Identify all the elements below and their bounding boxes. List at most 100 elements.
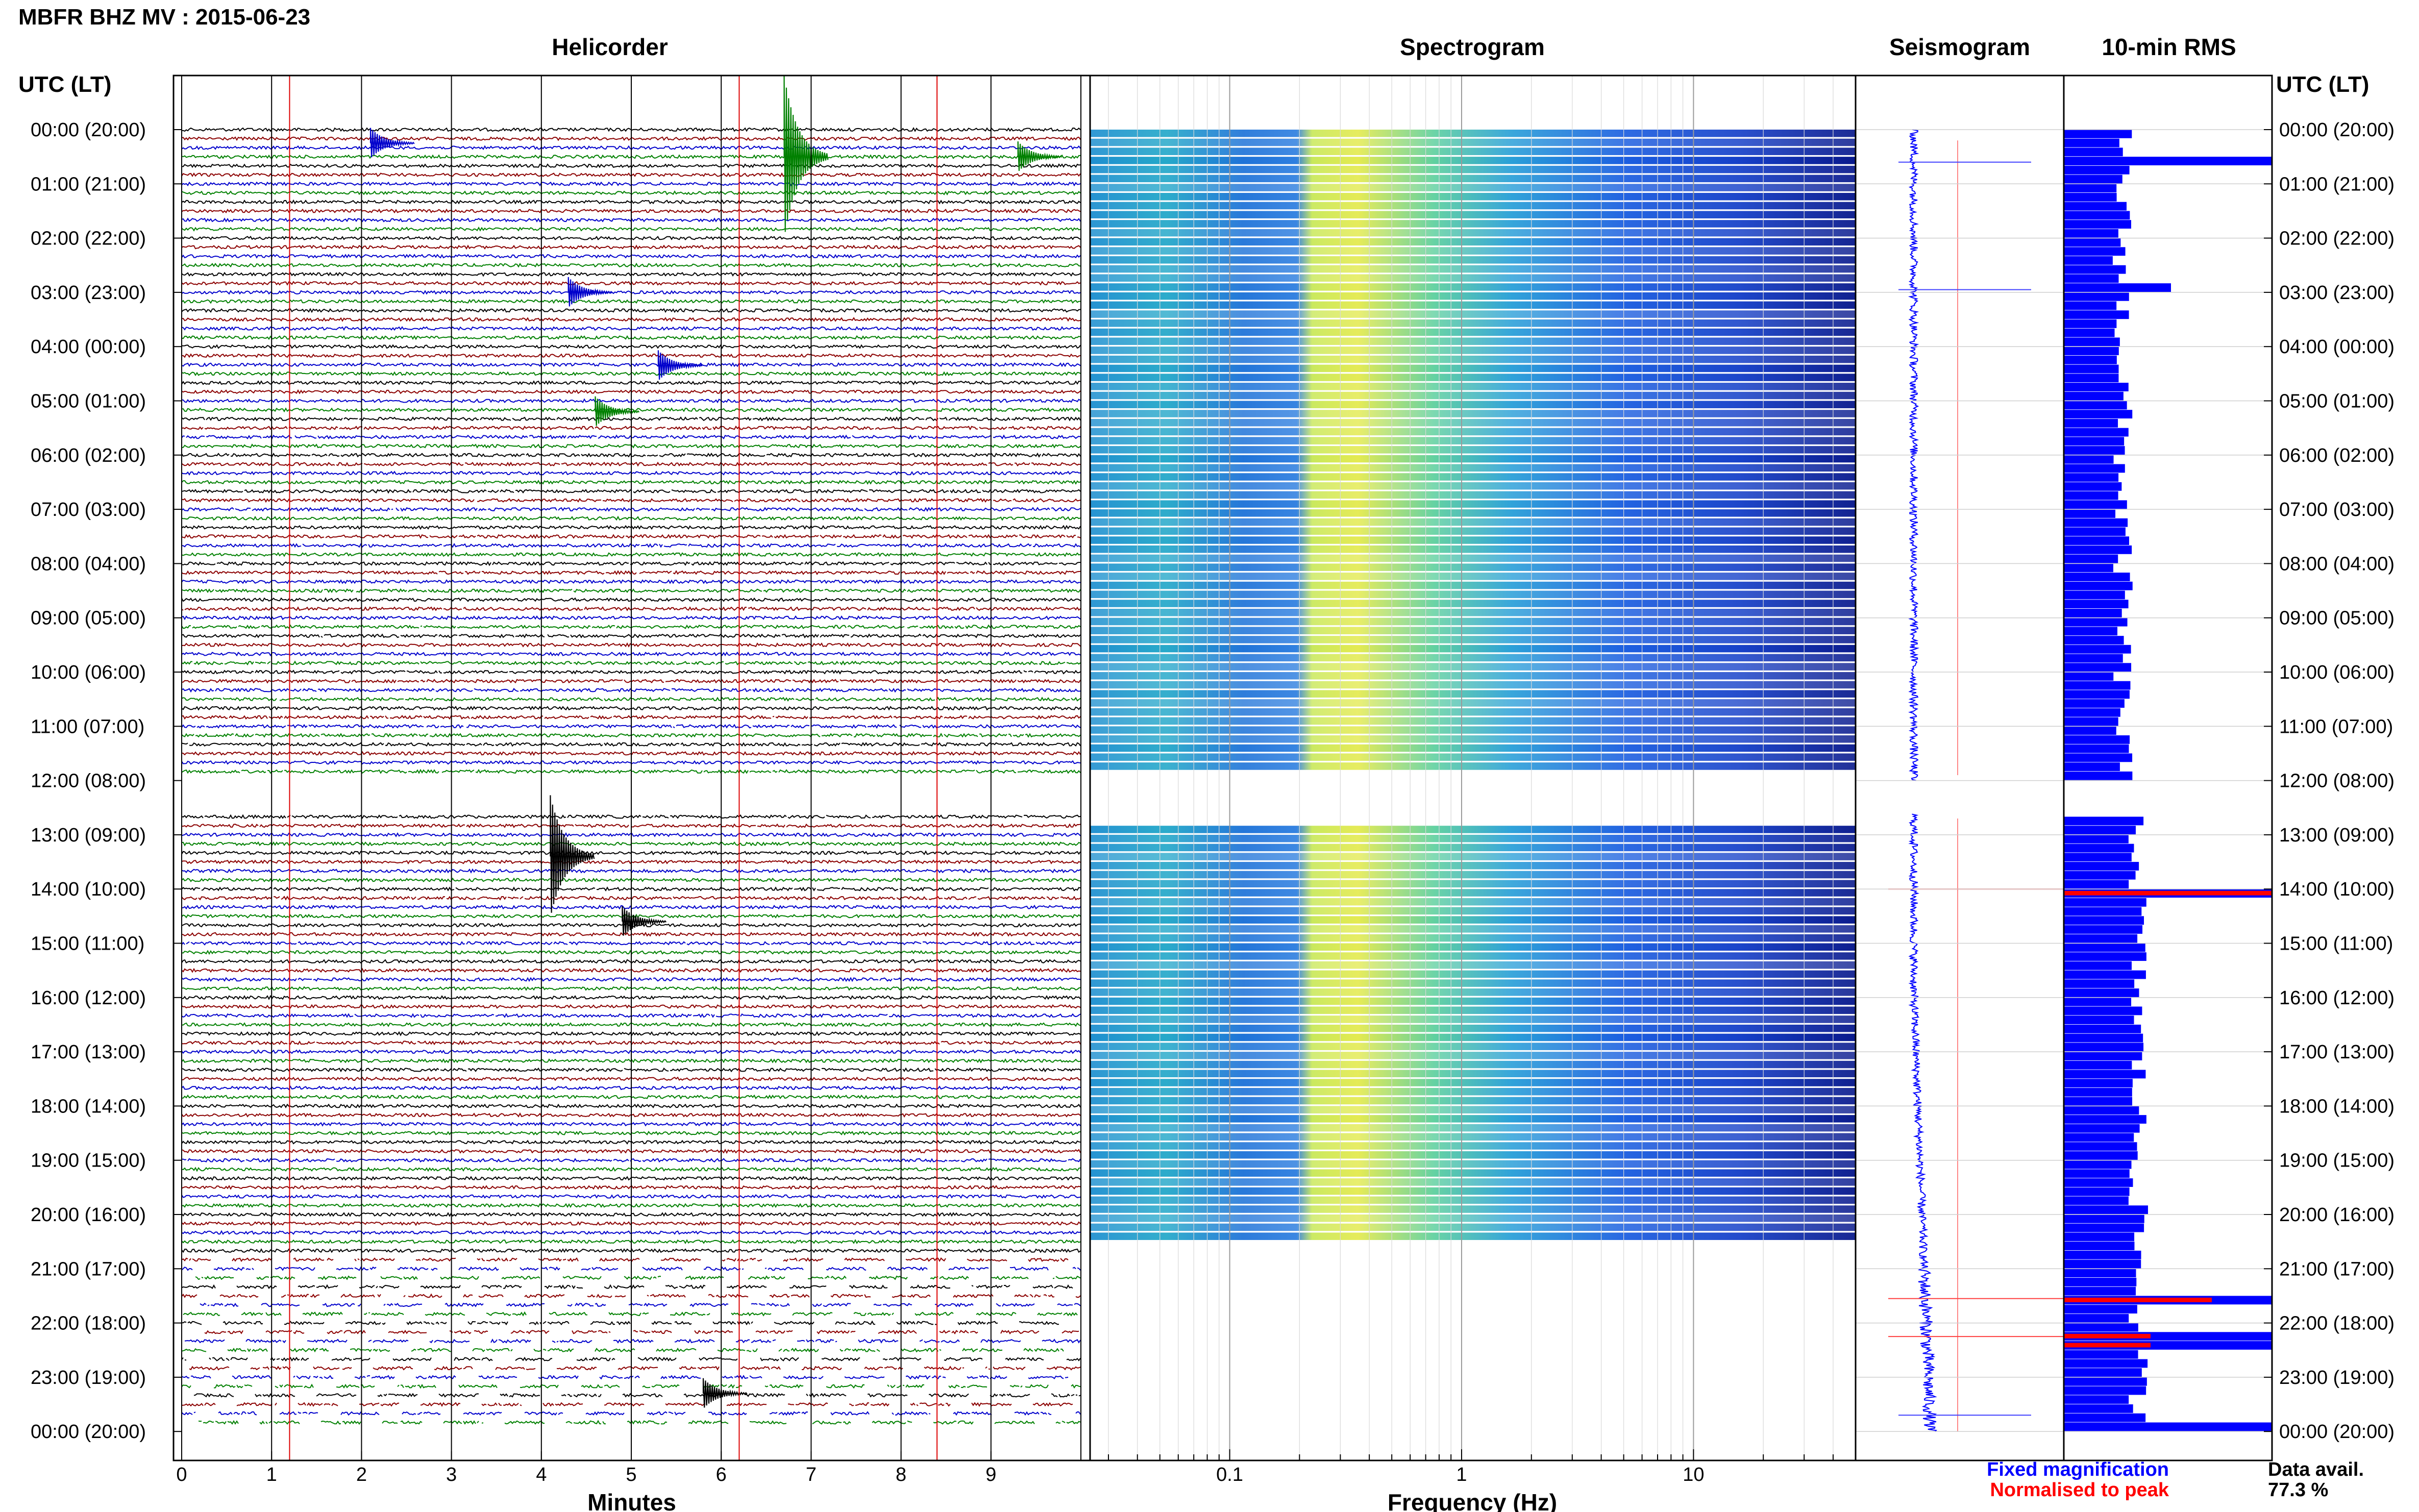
helicorder-trace-row	[181, 534, 1081, 539]
spectrogram-row	[1090, 1043, 1856, 1050]
helicorder-tick-label: 9	[985, 1464, 996, 1485]
helicorder-trace-row	[181, 1293, 1081, 1298]
hour-tick-label-left: 07:00 (03:00)	[31, 499, 146, 520]
helicorder-trace-row	[181, 1284, 1073, 1290]
spectrogram-row	[1090, 717, 1856, 725]
rms-bar	[2064, 654, 2123, 663]
helicorder-trace-row	[181, 769, 1081, 774]
spectrogram-row	[1090, 1006, 1856, 1014]
helicorder-trace-row	[181, 461, 1081, 467]
spectrogram-row	[1090, 1187, 1856, 1195]
spectrogram-row	[1090, 527, 1856, 535]
hour-tick-label-right: 05:00 (01:00)	[2279, 391, 2395, 412]
rms-bar	[2064, 880, 2129, 889]
helicorder-trace-row	[181, 670, 1081, 675]
rms-normalised-bar	[2064, 1343, 2151, 1348]
rms-bar	[2064, 1142, 2137, 1151]
hour-tick-label-right: 08:00 (04:00)	[2279, 553, 2395, 575]
spectrogram-row	[1090, 165, 1856, 173]
rms-bar	[2064, 617, 2128, 627]
spectrogram-row	[1090, 925, 1856, 933]
hour-tick-label-left: 10:00 (06:00)	[31, 662, 146, 683]
spectrogram-row	[1090, 988, 1856, 996]
rms-bar	[2064, 418, 2118, 428]
helicorder-trace-row	[181, 732, 1081, 738]
rms-bar	[2064, 157, 2272, 165]
rms-bar	[2064, 1124, 2140, 1133]
rms-bar	[2064, 1232, 2135, 1242]
utc-label-right: UTC (LT)	[2276, 72, 2369, 97]
helicorder-trace-row	[181, 896, 1081, 901]
helicorder-trace-row	[181, 678, 1081, 684]
rms-bar	[2064, 500, 2127, 509]
minutes-axis-label: Minutes	[587, 1489, 676, 1512]
hour-tick-label-left: 23:00 (19:00)	[31, 1367, 146, 1389]
spectrogram-row	[1090, 310, 1856, 318]
spectrogram-row	[1090, 1070, 1856, 1078]
spectrogram-row	[1090, 943, 1856, 951]
rms-bar	[2064, 337, 2120, 346]
spectrogram-row	[1090, 292, 1856, 300]
rms-bar	[2064, 256, 2113, 265]
rms-bar	[2064, 961, 2132, 970]
rms-bar	[2064, 1422, 2272, 1431]
rms-bar	[2064, 627, 2117, 636]
helicorder-event	[702, 1378, 748, 1408]
rms-bar	[2064, 608, 2122, 617]
rms-bar	[2064, 473, 2119, 482]
rms-bar	[2064, 165, 2130, 175]
spectrogram-row	[1090, 663, 1856, 671]
spectrogram-row	[1090, 952, 1856, 960]
spectrogram-row	[1090, 1024, 1856, 1032]
rms-bar	[2064, 1033, 2143, 1043]
spectrogram-row	[1090, 590, 1856, 599]
spectrogram-row	[1090, 265, 1856, 273]
spectrogram-row	[1090, 1087, 1856, 1096]
frequency-axis-label: Frequency (Hz)	[1388, 1489, 1557, 1512]
spectrogram-tick-label: 10	[1683, 1464, 1704, 1485]
rms-bar	[2064, 1259, 2141, 1269]
helicorder-trace-row	[181, 498, 1081, 503]
figure-title: MBFR BHZ MV : 2015-06-23	[18, 5, 310, 30]
spectrogram-row	[1090, 554, 1856, 562]
spectrogram-row	[1090, 1124, 1856, 1132]
spectrogram-row	[1090, 518, 1856, 526]
spectrogram-row	[1090, 383, 1856, 390]
helicorder-event	[567, 277, 613, 307]
hour-tick-label-left: 21:00 (17:00)	[31, 1258, 146, 1280]
spectrogram-row	[1090, 202, 1856, 210]
rms-bar	[2064, 229, 2118, 238]
hour-tick-label-left: 20:00 (16:00)	[31, 1204, 146, 1226]
hour-tick-label-left: 09:00 (05:00)	[31, 608, 146, 629]
hour-tick-label-left: 14:00 (10:00)	[31, 879, 146, 900]
spectrogram-row	[1090, 274, 1856, 282]
helicorder-trace-row	[198, 1420, 1081, 1425]
helicorder-trace-row	[181, 1347, 1064, 1353]
rms-bar	[2064, 410, 2133, 419]
spectrogram-row	[1090, 826, 1856, 833]
rms-bar	[2064, 581, 2133, 590]
hour-tick-label-left: 05:00 (01:00)	[31, 391, 146, 412]
rms-bar	[2064, 518, 2128, 527]
spectrogram-row	[1090, 455, 1856, 463]
rms-normalised-bar	[2064, 890, 2272, 896]
rms-bar	[2064, 220, 2131, 229]
rms-normalised-bar	[2064, 1333, 2151, 1339]
hour-tick-label-left: 01:00 (21:00)	[31, 173, 146, 195]
spectrogram-row	[1090, 428, 1856, 436]
helicorder-event	[783, 75, 829, 232]
rms-bar	[2064, 898, 2146, 907]
spectrogram-row	[1090, 238, 1856, 246]
helicorder-event	[369, 128, 415, 158]
rms-bar	[2064, 771, 2133, 780]
rms-bar	[2064, 826, 2136, 835]
spectrogram-row	[1090, 175, 1856, 183]
spectrogram-row	[1090, 636, 1856, 643]
helicorder-trace-row	[181, 1013, 1081, 1019]
helicorder-trace-row	[183, 1311, 1078, 1317]
hour-tick-label-left: 04:00 (00:00)	[31, 336, 146, 358]
helicorder-trace-row	[181, 416, 1081, 422]
rms-bar	[2064, 717, 2118, 726]
helicorder-trace-row	[181, 1356, 1081, 1362]
spectrogram-row	[1090, 1214, 1856, 1222]
